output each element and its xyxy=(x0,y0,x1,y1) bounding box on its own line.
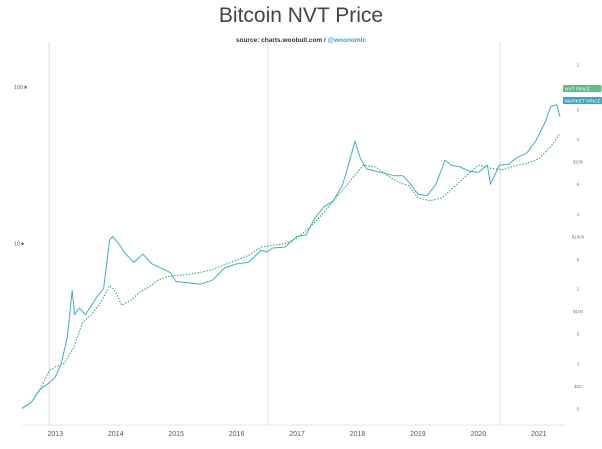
right-axis-tick: 5 xyxy=(577,406,580,411)
right-axis-tick: 2 xyxy=(577,212,580,217)
left-axis-label: 10★ xyxy=(14,241,25,248)
right-axis-tick: $100 xyxy=(573,309,584,314)
series-label-bg xyxy=(563,97,602,104)
right-axis-tick: 2 xyxy=(577,287,580,292)
series-label: NVT PRICE xyxy=(565,86,591,92)
x-tick-label: 2015 xyxy=(168,431,184,438)
right-axis-tick: $1000 xyxy=(572,234,585,239)
series-line-nvt-price xyxy=(21,132,561,409)
x-tick-label: 2020 xyxy=(471,431,487,438)
right-axis-tick: 5 xyxy=(577,332,580,337)
right-axis-tick: 2 xyxy=(577,62,580,67)
right-axis-tick: 2 xyxy=(577,137,580,142)
series-label-bg xyxy=(563,85,602,92)
series-label: MARKET PRICE xyxy=(565,98,601,104)
right-axis-tick: $10 xyxy=(574,384,582,389)
left-axis-label: 100★ xyxy=(14,84,28,91)
right-axis-tick: $10k xyxy=(573,160,584,165)
x-tick-label: 2013 xyxy=(47,431,63,438)
series-line-market-price xyxy=(21,104,561,409)
x-tick-label: 2014 xyxy=(108,431,124,438)
right-axis-tick: 5 xyxy=(577,107,580,112)
x-tick-label: 2016 xyxy=(229,431,245,438)
chart-title: Bitcoin NVT Price xyxy=(218,4,384,27)
right-axis-tick: 2 xyxy=(577,361,580,366)
x-tick-label: 2017 xyxy=(289,431,305,438)
x-tick-label: 2021 xyxy=(531,431,547,438)
x-tick-label: 2018 xyxy=(350,431,366,438)
source-handle-link[interactable]: @woonomic xyxy=(327,37,367,44)
x-tick-label: 2019 xyxy=(410,431,426,438)
source-prefix: source: charts.woobull.com / xyxy=(235,37,328,44)
right-axis-tick: 5 xyxy=(577,182,580,187)
chart-source: source: charts.woobull.com / @woonomic xyxy=(0,37,602,44)
right-axis-tick: 5 xyxy=(577,257,580,262)
